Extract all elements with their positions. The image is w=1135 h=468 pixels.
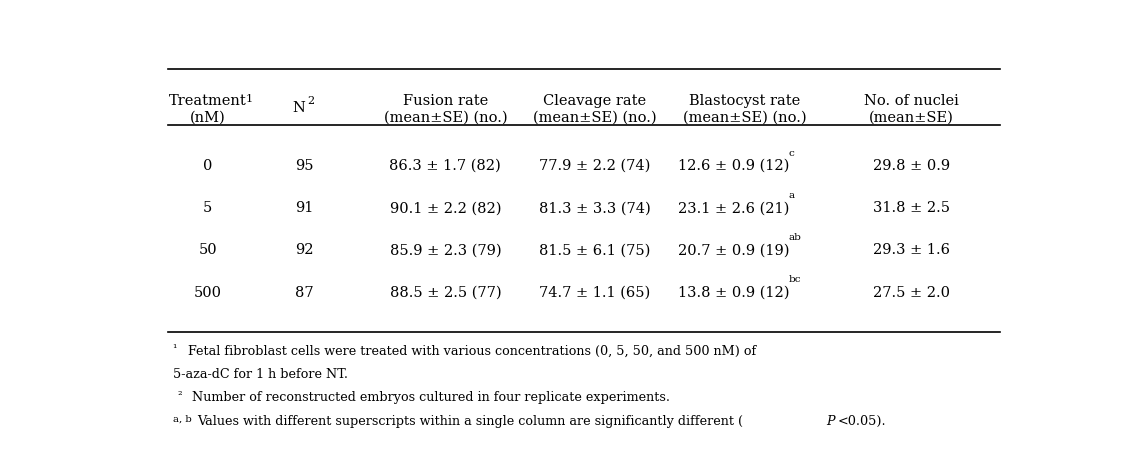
- Text: N: N: [292, 102, 305, 116]
- Text: ¹: ¹: [173, 344, 177, 354]
- Text: No. of nuclei
(mean±SE): No. of nuclei (mean±SE): [864, 94, 959, 124]
- Text: 23.1 ± 2.6 (21): 23.1 ± 2.6 (21): [679, 201, 790, 215]
- Text: 86.3 ± 1.7 (82): 86.3 ± 1.7 (82): [389, 159, 502, 173]
- Text: 81.5 ± 6.1 (75): 81.5 ± 6.1 (75): [539, 243, 650, 257]
- Text: 95: 95: [295, 159, 314, 173]
- Text: 87: 87: [295, 285, 314, 300]
- Text: 92: 92: [295, 243, 314, 257]
- Text: a, b: a, b: [173, 415, 192, 424]
- Text: P: P: [826, 415, 835, 428]
- Text: 500: 500: [194, 285, 221, 300]
- Text: c: c: [789, 149, 794, 158]
- Text: 31.8 ± 2.5: 31.8 ± 2.5: [873, 201, 950, 215]
- Text: Number of reconstructed embryos cultured in four replicate experiments.: Number of reconstructed embryos cultured…: [192, 391, 670, 404]
- Text: a: a: [789, 191, 794, 200]
- Text: ab: ab: [789, 233, 801, 242]
- Text: 77.9 ± 2.2 (74): 77.9 ± 2.2 (74): [539, 159, 650, 173]
- Text: 81.3 ± 3.3 (74): 81.3 ± 3.3 (74): [539, 201, 650, 215]
- Text: Fetal fibroblast cells were treated with various concentrations (0, 5, 50, and 5: Fetal fibroblast cells were treated with…: [188, 344, 757, 358]
- Text: 90.1 ± 2.2 (82): 90.1 ± 2.2 (82): [389, 201, 501, 215]
- Text: 20.7 ± 0.9 (19): 20.7 ± 0.9 (19): [678, 243, 790, 257]
- Text: ²: ²: [178, 391, 183, 401]
- Text: Fusion rate
(mean±SE) (no.): Fusion rate (mean±SE) (no.): [384, 94, 507, 124]
- Text: 29.3 ± 1.6: 29.3 ± 1.6: [873, 243, 950, 257]
- Text: Values with different superscripts within a single column are significantly diff: Values with different superscripts withi…: [197, 415, 743, 428]
- Text: Cleavage rate
(mean±SE) (no.): Cleavage rate (mean±SE) (no.): [533, 94, 657, 124]
- Text: bc: bc: [789, 276, 801, 285]
- Text: 91: 91: [295, 201, 313, 215]
- Text: 27.5 ± 2.0: 27.5 ± 2.0: [873, 285, 950, 300]
- Text: 5: 5: [203, 201, 212, 215]
- Text: 88.5 ± 2.5 (77): 88.5 ± 2.5 (77): [389, 285, 502, 300]
- Text: 13.8 ± 0.9 (12): 13.8 ± 0.9 (12): [678, 285, 790, 300]
- Text: 85.9 ± 2.3 (79): 85.9 ± 2.3 (79): [389, 243, 502, 257]
- Text: 2: 2: [308, 96, 314, 106]
- Text: Blastocyst rate
(mean±SE) (no.): Blastocyst rate (mean±SE) (no.): [682, 94, 806, 124]
- Text: 5-aza-dC for 1 h before NT.: 5-aza-dC for 1 h before NT.: [173, 368, 347, 381]
- Text: 12.6 ± 0.9 (12): 12.6 ± 0.9 (12): [679, 159, 790, 173]
- Text: Treatment
(nM): Treatment (nM): [169, 94, 246, 124]
- Text: 29.8 ± 0.9: 29.8 ± 0.9: [873, 159, 950, 173]
- Text: 1: 1: [245, 94, 253, 104]
- Text: 74.7 ± 1.1 (65): 74.7 ± 1.1 (65): [539, 285, 650, 300]
- Text: <0.05).: <0.05).: [838, 415, 886, 428]
- Text: 50: 50: [199, 243, 217, 257]
- Text: 0: 0: [203, 159, 212, 173]
